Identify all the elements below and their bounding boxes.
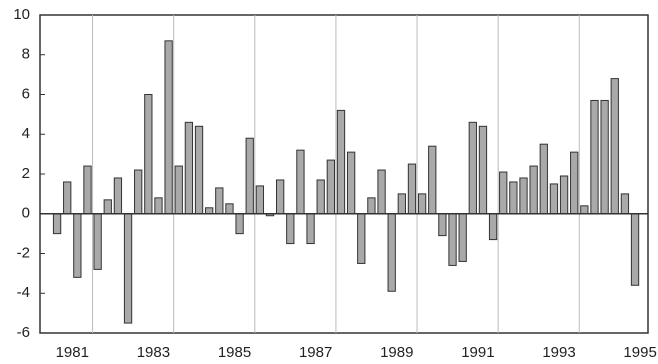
bar [52,213,62,235]
bar [83,165,92,215]
x-tick-label: 1989 [380,344,413,361]
bar [184,121,194,215]
y-tick-label: 8 [22,46,30,63]
bar [397,193,406,215]
bar [215,187,224,215]
y-tick-label: 2 [22,165,30,182]
y-tick-label: -6 [17,324,30,341]
bar [539,143,548,215]
bar [377,169,386,215]
x-tick-label: 1985 [218,344,251,361]
bar [428,145,437,215]
bar [357,213,366,264]
bar [103,199,112,215]
bar [559,175,569,215]
bar [529,165,538,215]
bar [519,177,528,215]
bar [630,213,640,286]
bar [367,197,376,215]
bar [93,213,102,270]
bar [387,213,396,292]
bar [275,179,285,215]
bar [306,213,315,245]
x-tick-label: 1991 [461,344,494,361]
x-tick-label: 1995 [623,344,656,361]
bar [194,125,204,215]
bar [134,169,143,215]
x-tick-label: 1987 [299,344,332,361]
bar [123,213,133,324]
bar [144,94,153,215]
bar [407,163,417,215]
x-tick-label: 1993 [542,344,575,361]
bar [164,40,173,215]
bar [448,213,457,266]
bar [316,179,325,215]
bar [468,121,477,215]
y-tick-label: -4 [17,284,30,301]
bar [235,213,244,235]
bar [610,78,619,215]
bar [326,159,336,215]
bar [346,151,356,215]
bar [296,149,305,215]
y-tick-label: 6 [22,85,30,102]
bar [438,213,447,237]
x-tick-label: 1983 [137,344,170,361]
bar [580,205,589,215]
bar [255,185,265,215]
bar [63,181,72,215]
y-tick-label: 10 [13,6,30,23]
bar [154,197,163,215]
bar [509,181,518,215]
bar [417,193,427,215]
bar [570,151,579,215]
y-tick-label: 4 [22,125,30,142]
bar [499,171,508,215]
bar [205,207,214,215]
bar [174,165,183,215]
bar [73,213,82,278]
bar [286,213,295,245]
y-tick-label: -2 [17,244,30,261]
bar [478,125,488,215]
bar [600,99,609,215]
bar [225,203,234,215]
bar [336,109,346,215]
bar [245,137,254,215]
bar [590,99,599,215]
bar [549,183,559,215]
bar [488,213,498,241]
y-tick-label: 0 [22,205,30,222]
x-tick-label: 1981 [56,344,89,361]
bar [113,177,123,215]
bar [458,213,467,262]
bar [620,193,630,215]
